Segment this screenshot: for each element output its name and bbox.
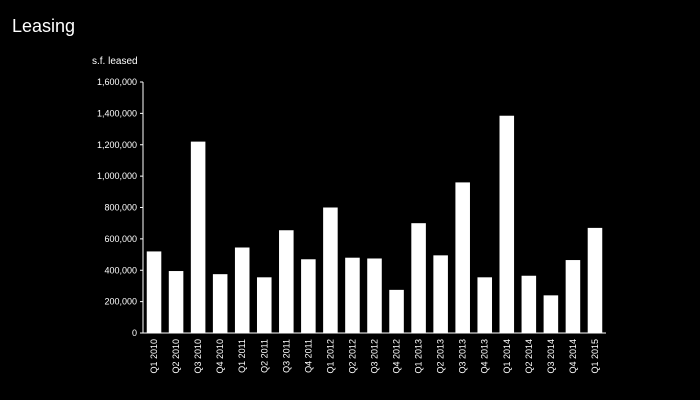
y-tick-label: 800,000 [104,203,137,213]
x-tick-label: Q2 2013 [436,339,446,374]
bar [345,257,360,333]
x-tick-label: Q4 2011 [303,339,313,373]
y-axis-ticks: 0 200,000 400,000 600,000 800,000 1,000,000 1,… [97,77,143,338]
x-tick-label: Q2 2014 [524,339,534,374]
x-tick-label: Q3 2010 [193,339,203,374]
x-tick-label: Q3 2011 [281,339,291,373]
bar [212,274,228,333]
x-tick-label: Q1 2014 [502,339,512,374]
x-tick-label: Q3 2012 [370,339,380,374]
x-tick-label: Q4 2014 [568,339,578,374]
bar [146,251,162,333]
bar [499,115,515,334]
bar [234,247,250,333]
bar [279,230,294,333]
bar [521,275,537,333]
bar [477,277,493,333]
x-tick-label: Q4 2013 [480,339,490,374]
x-tick-label: Q1 2010 [149,339,159,374]
y-tick-label: 1,000,000 [97,171,137,181]
x-tick-label: Q2 2011 [259,339,269,373]
bar [565,260,581,333]
bar [190,141,206,333]
y-tick-label: 0 [132,328,137,338]
bar [323,207,338,333]
x-tick-label: Q4 2010 [215,339,225,374]
y-tick-label: 1,400,000 [97,108,137,118]
x-tick-label: Q3 2014 [546,339,556,374]
bars [146,115,603,334]
x-tick-label: Q3 2013 [458,339,468,374]
bar [367,258,382,333]
bar [433,255,448,333]
x-tick-label: Q1 2011 [237,339,247,373]
bar [587,227,603,333]
x-tick-label: Q2 2010 [171,339,181,374]
x-tick-label: Q1 2015 [590,339,600,374]
x-tick-label: Q4 2012 [392,339,402,374]
x-axis-ticks: Q1 2010 Q2 2010 Q3 2010 Q4 2010 Q1 2011 Q2 20… [149,339,600,374]
y-tick-label: 1,600,000 [97,77,137,87]
y-axis-label: s.f. leased [92,56,138,67]
bar [301,259,316,333]
y-tick-label: 200,000 [104,297,137,307]
bar [455,182,470,333]
bar [411,223,426,333]
bar [168,271,184,333]
bar [543,295,559,333]
x-tick-label: Q1 2012 [325,339,335,374]
bar [256,277,272,333]
x-tick-label: Q1 2013 [414,339,424,374]
y-tick-label: 600,000 [104,234,137,244]
y-tick-label: 1,200,000 [97,140,137,150]
y-tick-label: 400,000 [104,265,137,275]
slide-title: Leasing [12,16,76,36]
x-tick-label: Q2 2012 [347,339,357,374]
bar [389,289,404,333]
